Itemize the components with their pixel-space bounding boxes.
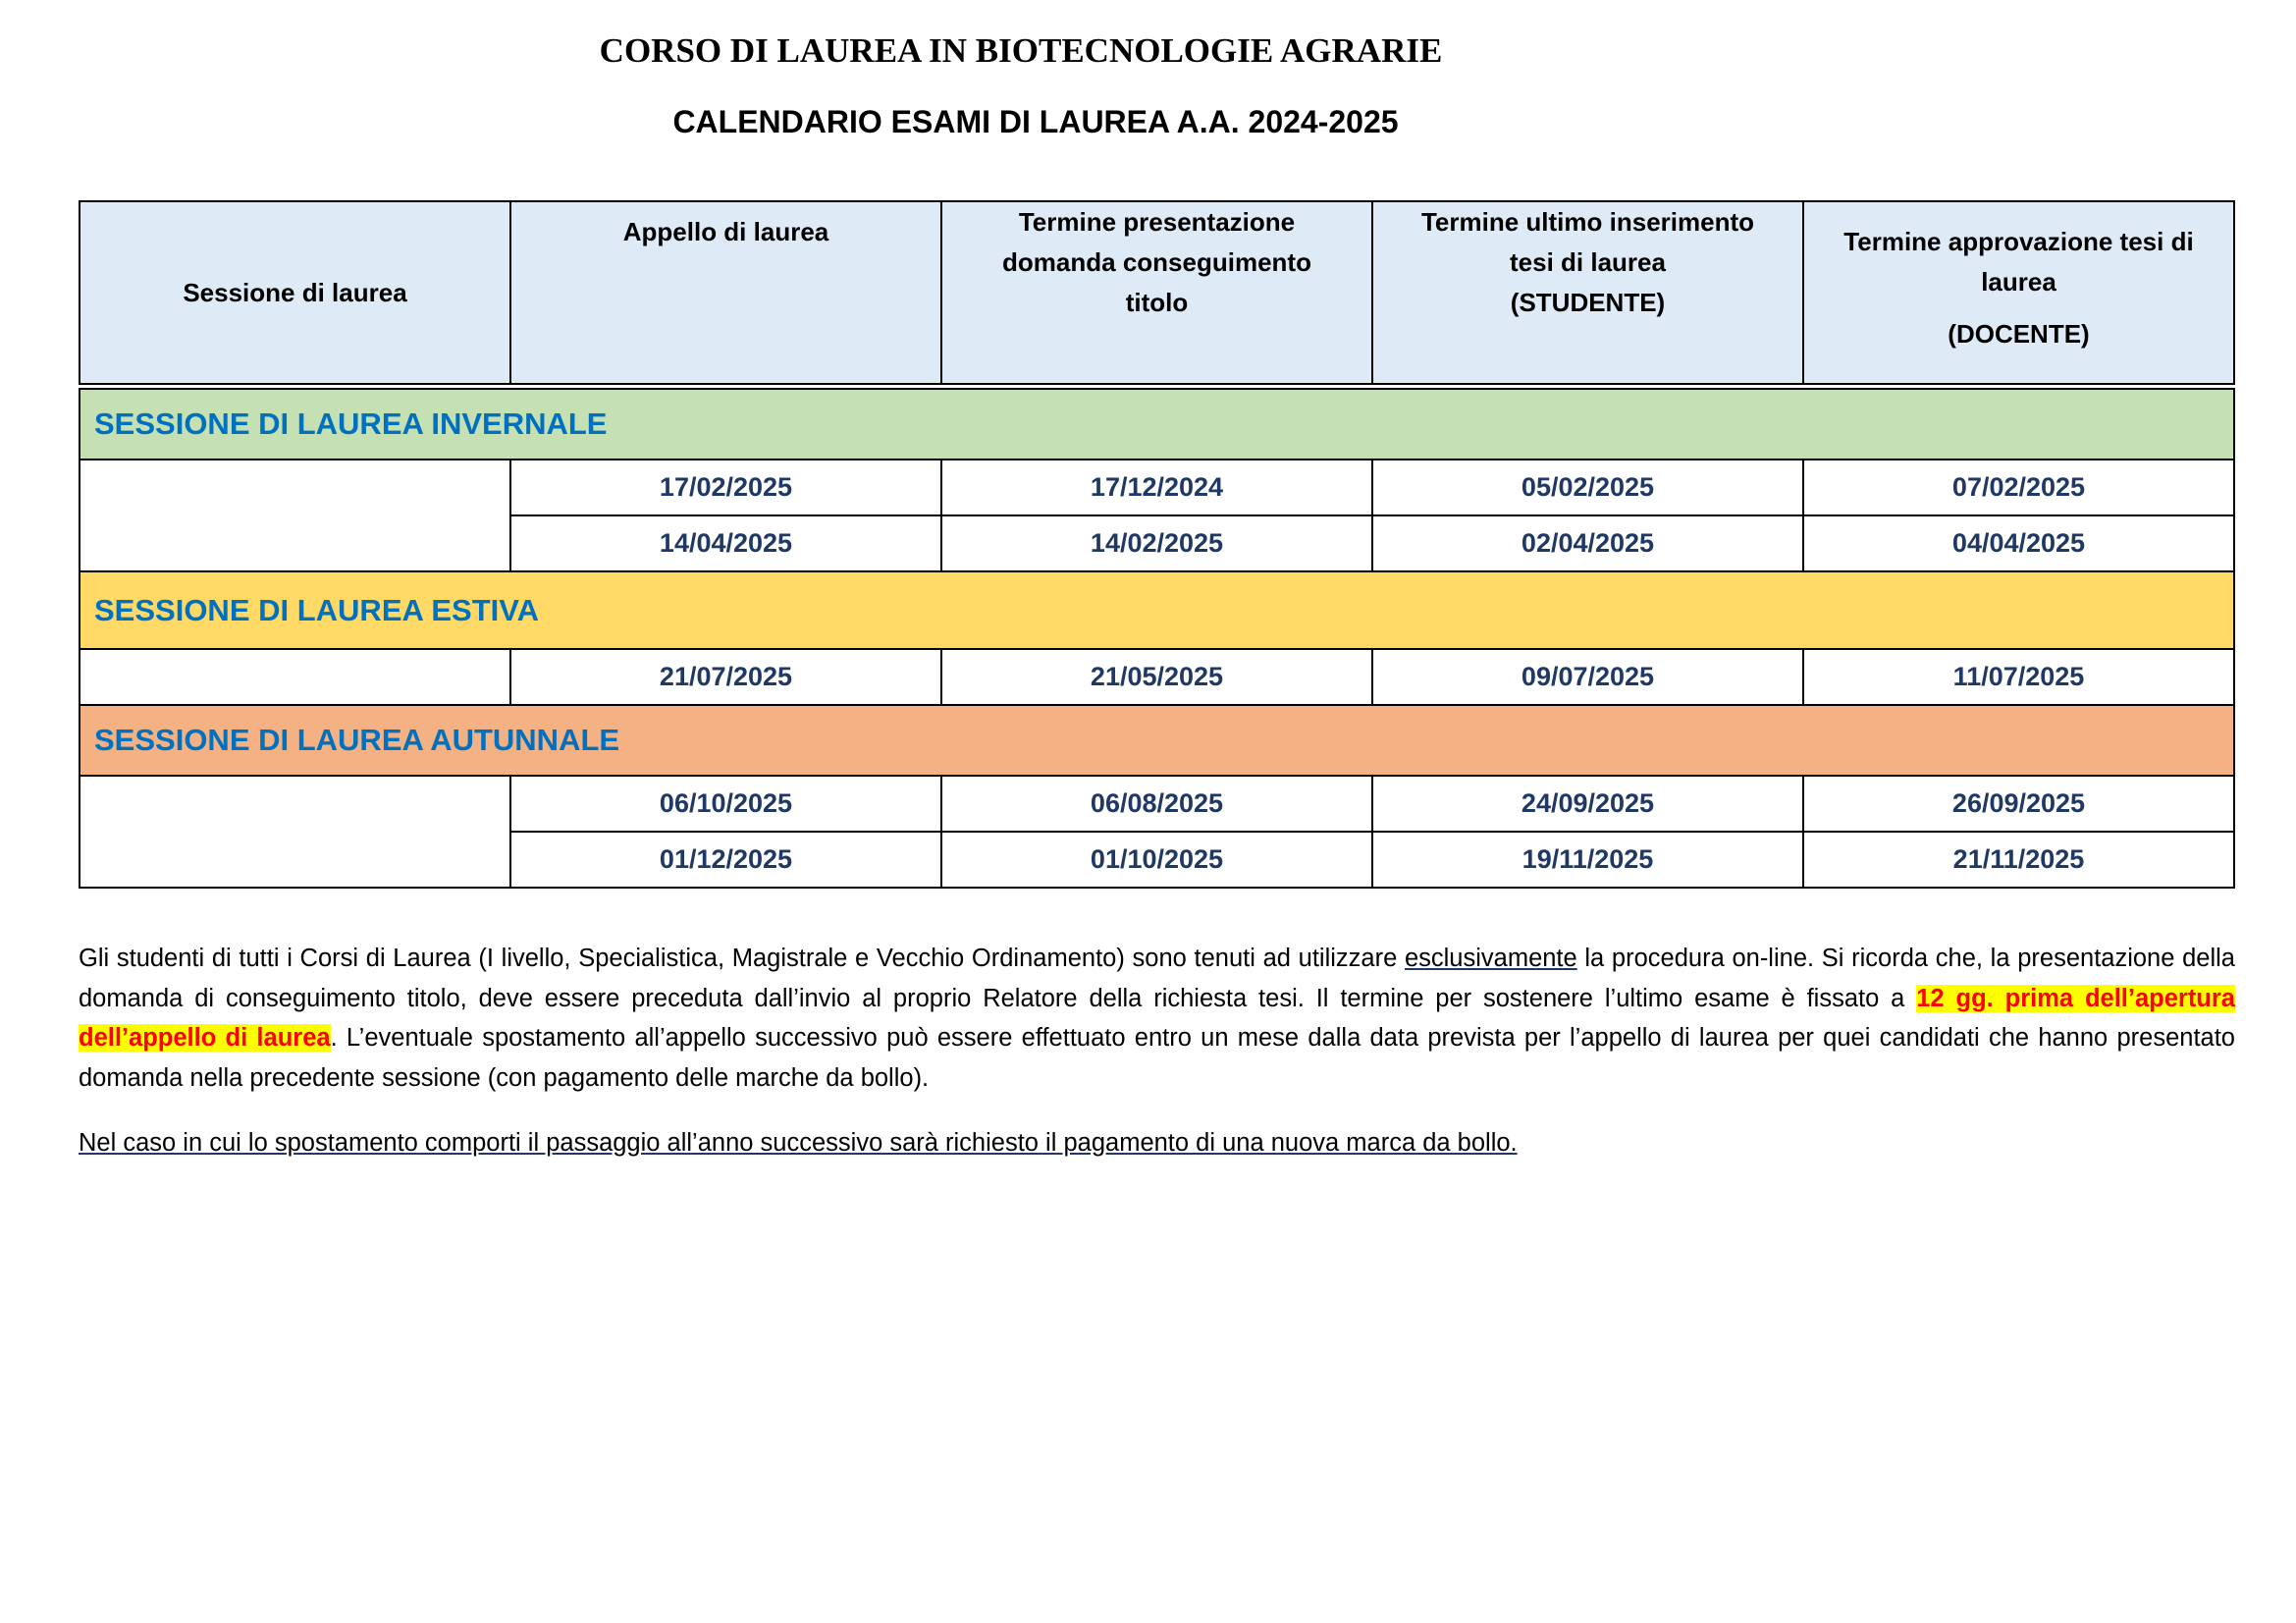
empty-cell — [79, 648, 511, 706]
notes-text: Gli studenti di tutti i Corsi di Laurea … — [79, 945, 1405, 972]
notes-bollo: Nel caso in cui lo spostamento comporti … — [79, 1129, 1518, 1157]
date-cell: 04/04/2025 — [1802, 514, 2235, 572]
date-cell: 11/07/2025 — [1802, 648, 2235, 706]
empty-cell — [79, 459, 511, 572]
date-cell: 17/02/2025 — [509, 459, 942, 516]
date-cell: 05/02/2025 — [1371, 459, 1804, 516]
table-row: 01/12/2025 01/10/2025 19/11/2025 21/11/2… — [80, 831, 2235, 889]
date-cell: 06/08/2025 — [940, 775, 1373, 833]
header-termine-tesi-label: Termine ultimo inserimento tesi di laure… — [1420, 207, 1754, 277]
notes-emphasis: esclusivamente — [1404, 945, 1577, 972]
date-cell: 09/07/2025 — [1371, 648, 1804, 706]
header-table: Sessione di laurea Appello di laurea Ter… — [79, 200, 2235, 385]
header-approvazione-label: Termine approvazione tesi di laurea — [1843, 227, 2194, 297]
date-cell: 14/02/2025 — [940, 514, 1373, 572]
notes-paragraph: Gli studenti di tutti i Corsi di Laurea … — [79, 939, 2235, 1098]
header-docente-label: (DOCENTE) — [1948, 319, 2090, 349]
header-termine-domanda: Termine presentazione domanda conseguime… — [940, 200, 1373, 385]
empty-cell — [79, 775, 511, 889]
table-row: 14/04/2025 14/02/2025 02/04/2025 04/04/2… — [80, 514, 2235, 572]
header-sessione: Sessione di laurea — [79, 200, 511, 385]
date-cell: 07/02/2025 — [1802, 459, 2235, 516]
date-cell: 17/12/2024 — [940, 459, 1373, 516]
date-cell: 06/10/2025 — [509, 775, 942, 833]
notes-text: . L’eventuale spostamento all’appello su… — [79, 1024, 2235, 1092]
date-cell: 02/04/2025 — [1371, 514, 1804, 572]
date-cell: 24/09/2025 — [1371, 775, 1804, 833]
session-invernale: SESSIONE DI LAUREA INVERNALE — [79, 388, 2235, 460]
header-appello: Appello di laurea — [509, 200, 942, 385]
document-subtitle: CALENDARIO ESAMI DI LAUREA A.A. 2024-202… — [672, 104, 1399, 139]
table-row: 17/02/2025 17/12/2024 05/02/2025 07/02/2… — [79, 459, 2235, 572]
session-autunnale: SESSIONE DI LAUREA AUTUNNALE — [79, 704, 2235, 777]
date-cell: 01/12/2025 — [509, 831, 942, 889]
table-row: 06/10/2025 06/08/2025 24/09/2025 26/09/2… — [79, 775, 2235, 889]
date-cell: 14/04/2025 — [509, 514, 942, 572]
date-cell: 21/07/2025 — [509, 648, 942, 706]
table-row: 21/07/2025 21/05/2025 09/07/2025 11/07/2… — [79, 648, 2235, 706]
notes-text: la procedura on-line. Si ricorda che, la… — [79, 945, 2235, 1012]
document-title: CORSO DI LAUREA IN BIOTECNOLOGIE AGRARIE — [599, 31, 1443, 70]
header-approvazione: Termine approvazione tesi di laurea (DOCE… — [1802, 200, 2235, 385]
session-estiva: SESSIONE DI LAUREA ESTIVA — [79, 570, 2235, 650]
date-cell: 01/10/2025 — [940, 831, 1373, 889]
date-cell: 21/11/2025 — [1802, 831, 2235, 889]
header-studente-label: (STUDENTE) — [1510, 288, 1666, 317]
header-termine-tesi: Termine ultimo inserimento tesi di laure… — [1371, 200, 1804, 385]
calendar-table: SESSIONE DI LAUREA INVERNALE 17/02/2025 … — [79, 388, 2235, 889]
date-cell: 21/05/2025 — [940, 648, 1373, 706]
date-cell: 19/11/2025 — [1371, 831, 1804, 889]
date-cell: 26/09/2025 — [1802, 775, 2235, 833]
